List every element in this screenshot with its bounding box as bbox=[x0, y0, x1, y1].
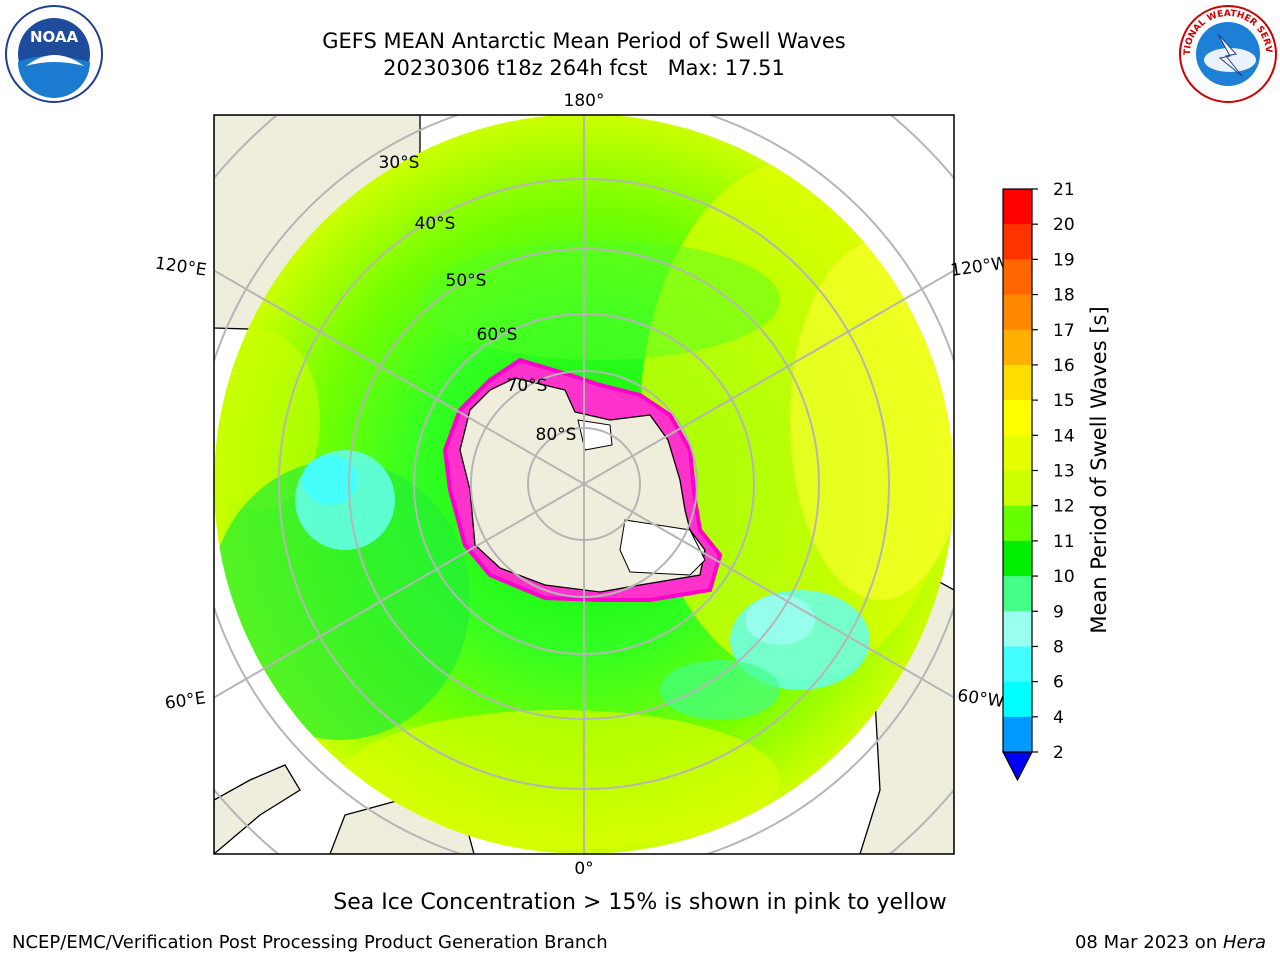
chart-title: GEFS MEAN Antarctic Mean Period of Swell… bbox=[322, 29, 846, 53]
footer-date-text: 08 Mar 2023 on bbox=[1074, 932, 1223, 953]
colorbar-segment bbox=[1003, 435, 1032, 471]
colorbar-tick-label: 10 bbox=[1053, 567, 1075, 587]
colorbar-segment bbox=[1003, 329, 1032, 366]
colorbar-segment bbox=[1003, 611, 1032, 647]
colorbar-segment bbox=[1003, 294, 1032, 331]
nws-logo: NATIONAL WEATHER SERVICE bbox=[1178, 4, 1277, 103]
ice-shelf bbox=[619, 519, 706, 576]
lon-label-120e: 120°E bbox=[154, 254, 208, 281]
colorbar-segment bbox=[1003, 576, 1032, 612]
colorbar-tick-label: 11 bbox=[1053, 532, 1075, 552]
colorbar-tick-label: 17 bbox=[1053, 321, 1075, 341]
colorbar-tick-label: 20 bbox=[1053, 215, 1075, 235]
colorbar-tick-label: 8 bbox=[1053, 637, 1064, 657]
lat-label-70s: 70°S bbox=[507, 376, 548, 396]
lat-label-40s: 40°S bbox=[415, 214, 456, 234]
footer-machine: Hera bbox=[1222, 932, 1266, 953]
colorbar-segment bbox=[1003, 505, 1032, 542]
footer-date: 08 Mar 2023 on Hera bbox=[1075, 932, 1266, 953]
colorbar-tick-label: 18 bbox=[1053, 286, 1075, 306]
lon-label-60w: 60°W bbox=[956, 686, 1005, 712]
colorbar-tick-label: 9 bbox=[1053, 602, 1064, 622]
colorbar-segment bbox=[1003, 716, 1032, 753]
lon-label-60e: 60°E bbox=[164, 688, 207, 713]
colorbar-tick-label: 15 bbox=[1053, 391, 1075, 411]
lat-label-60s: 60°S bbox=[477, 325, 518, 345]
noaa-logo: NOAA bbox=[5, 5, 103, 103]
lat-label-80s: 80°S bbox=[536, 425, 577, 445]
colorbar-extend-arrow bbox=[1002, 751, 1033, 782]
colorbar-segment bbox=[1003, 189, 1032, 225]
sea-ice-caption: Sea Ice Concentration > 15% is shown in … bbox=[333, 890, 947, 915]
graticule bbox=[214, 115, 954, 854]
colorbar-tick-label: 16 bbox=[1053, 356, 1075, 376]
colorbar-tick-label: 4 bbox=[1053, 708, 1064, 728]
lat-label-30s: 30°S bbox=[379, 153, 420, 173]
colorbar-segment bbox=[1003, 364, 1032, 401]
colorbar-tick-label: 2 bbox=[1053, 743, 1064, 763]
svg-text:NOAA: NOAA bbox=[30, 28, 79, 46]
colorbar-segment bbox=[1003, 681, 1032, 718]
colorbar-tick-label: 19 bbox=[1053, 250, 1075, 270]
footer-branch: NCEP/EMC/Verification Post Processing Pr… bbox=[12, 932, 608, 953]
colorbar-tick-label: 6 bbox=[1053, 673, 1064, 693]
colorbar-tick-label: 21 bbox=[1053, 180, 1075, 200]
colorbar-segment bbox=[1003, 646, 1032, 683]
lon-label-120w: 120°W bbox=[949, 253, 1009, 281]
colorbar-tick-label: 13 bbox=[1053, 462, 1075, 482]
lat-label-50s: 50°S bbox=[446, 271, 487, 291]
colorbar-segment bbox=[1003, 470, 1032, 507]
colorbar-segment bbox=[1003, 540, 1032, 577]
colorbar-segment bbox=[1003, 259, 1032, 296]
colorbar-label: Mean Period of Swell Waves [s] bbox=[1087, 306, 1111, 633]
colorbar-segment bbox=[1003, 224, 1032, 260]
lon-label-180: 180° bbox=[564, 91, 605, 111]
lon-label-0: 0° bbox=[574, 859, 593, 879]
colorbar-tick-label: 14 bbox=[1053, 426, 1075, 446]
colorbar-segment bbox=[1003, 400, 1032, 436]
chart-subtitle: 20230306 t18z 264h fcst Max: 17.51 bbox=[383, 56, 785, 80]
colorbar-tick-label: 12 bbox=[1053, 497, 1075, 517]
colorbar: 21 20 19 18 17 16 15 14 13 12 11 10 9 8 6 4 2 bbox=[1002, 180, 1075, 782]
